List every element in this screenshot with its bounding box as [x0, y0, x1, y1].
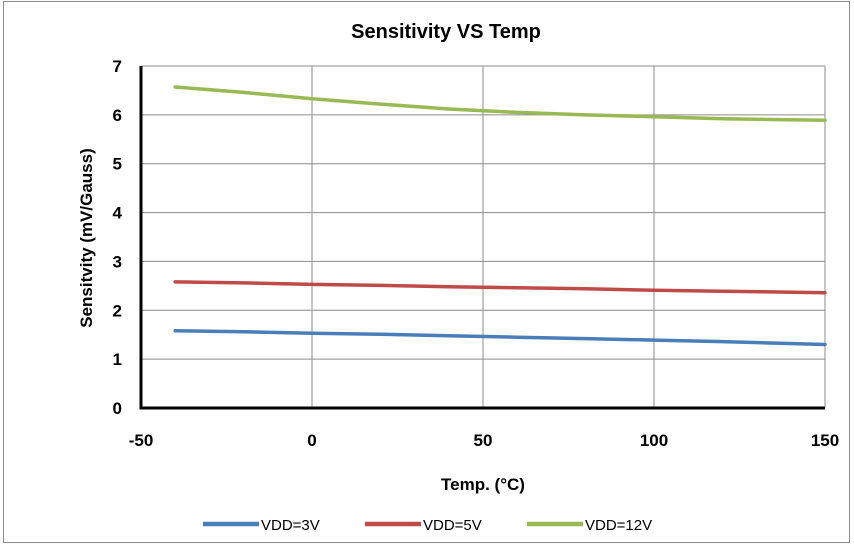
y-tick-label-2: 2 [113, 301, 122, 320]
y-axis-label: Sensitvity (mV/Gauss) [77, 148, 96, 328]
legend-label-2: VDD=5V [423, 517, 482, 534]
y-tick-label-6: 6 [113, 106, 122, 125]
x-tick-label-2: 50 [474, 431, 493, 450]
y-tick-label-5: 5 [113, 155, 122, 174]
chart-frame [3, 1, 850, 543]
x-tick-label-4: 150 [811, 431, 839, 450]
legend-label-3: VDD=12V [585, 517, 652, 534]
x-tick-label-0: -50 [129, 431, 154, 450]
chart-title: Sensitivity VS Temp [351, 21, 541, 43]
series-line-3 [173, 85, 827, 122]
x-tick-label-3: 100 [640, 431, 668, 450]
y-tick-label-1: 1 [113, 350, 122, 369]
y-tick-label-4: 4 [113, 204, 123, 223]
series-line-1 [173, 329, 827, 347]
x-tick-label-1: 0 [307, 431, 316, 450]
axes [139, 66, 825, 410]
y-tick-labels: 0 1 2 3 4 5 6 7 [113, 57, 123, 418]
series-lines [173, 85, 827, 347]
y-tick-label-0: 0 [113, 399, 122, 418]
legend: VDD=3V VDD=5V VDD=12V [203, 517, 652, 534]
series-line-2 [173, 280, 827, 295]
legend-label-1: VDD=3V [261, 517, 320, 534]
x-axis-label: Temp. (°C) [441, 475, 525, 494]
y-tick-label-3: 3 [113, 252, 122, 271]
y-tick-label-7: 7 [113, 57, 122, 76]
x-tick-labels: -50 0 50 100 150 [129, 431, 839, 450]
